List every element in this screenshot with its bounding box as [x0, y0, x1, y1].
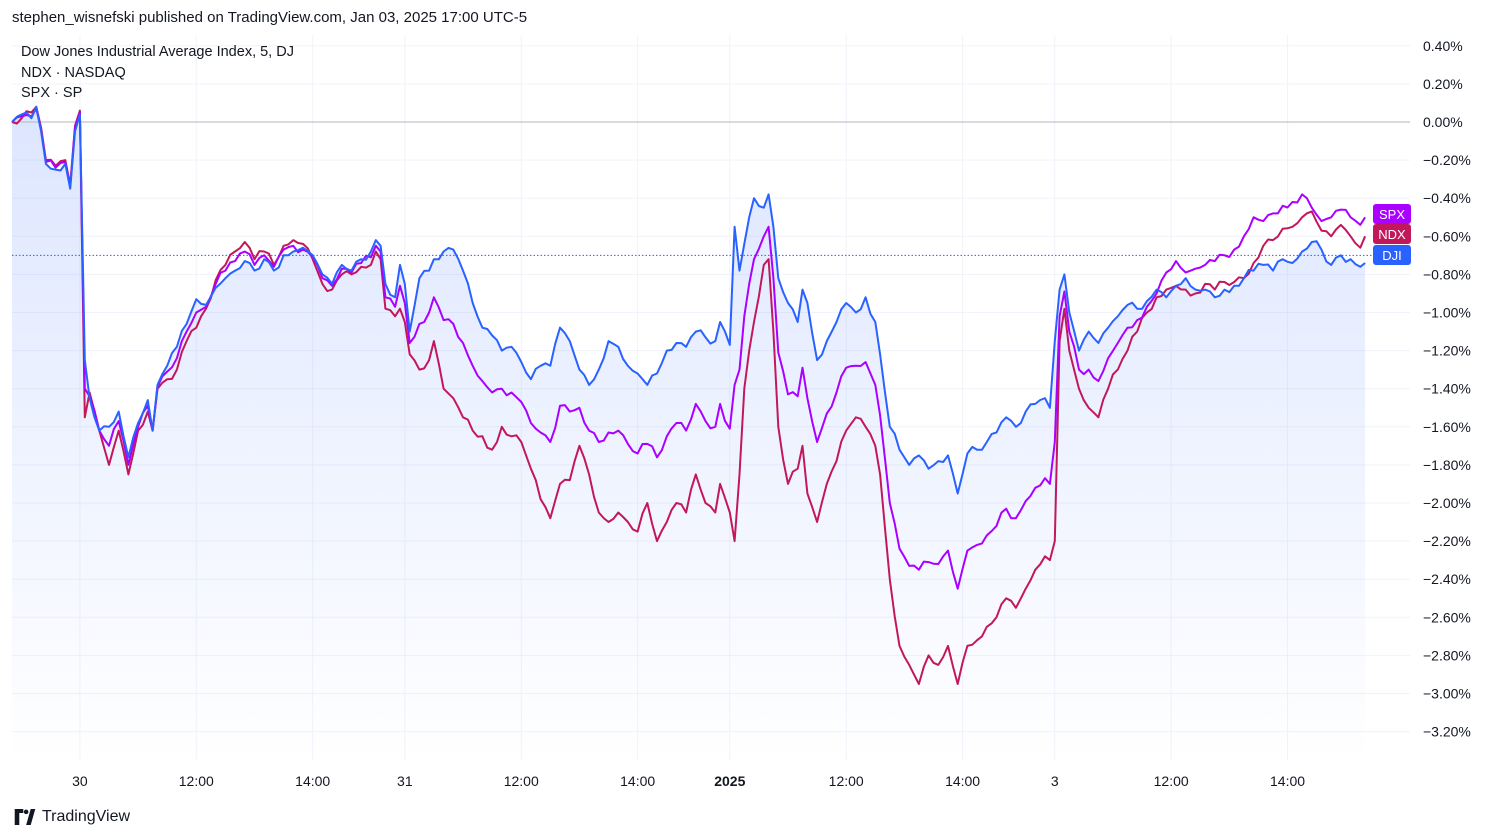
x-tick-label: 12:00: [1154, 773, 1189, 789]
badge-label-dji: DJI: [1382, 248, 1402, 263]
y-tick-label: −2.00%: [1423, 495, 1471, 511]
y-tick-label: −0.40%: [1423, 190, 1471, 206]
x-axis: 30 12:00 14:00 31 12:00 14:00 2025 12:00 14:00 3 1…: [72, 773, 1305, 789]
y-tick-label: −3.20%: [1423, 724, 1471, 740]
x-tick-label: 12:00: [829, 773, 864, 789]
badge-bg-ndx: [1373, 224, 1411, 244]
y-tick-label: −1.60%: [1423, 419, 1471, 435]
legend-item-ndx[interactable]: NDX · NASDAQ: [21, 64, 126, 81]
y-tick-label: −1.00%: [1423, 305, 1471, 321]
x-tick-label: 2025: [714, 773, 745, 789]
y-tick-label: −0.80%: [1423, 266, 1471, 282]
last-value-badges: SPX NDX DJI: [1373, 204, 1411, 265]
badge-label-ndx: NDX: [1378, 227, 1406, 242]
legend-item-dji[interactable]: Dow Jones Industrial Average Index, 5, D…: [21, 44, 294, 60]
badge-label-spx: SPX: [1379, 207, 1405, 222]
brand-name: TradingView: [42, 808, 131, 825]
y-tick-label: −2.20%: [1423, 533, 1471, 549]
y-tick-label: −1.20%: [1423, 343, 1471, 359]
area-fills: [12, 106, 1366, 761]
y-tick-label: −2.60%: [1423, 609, 1471, 625]
x-tick-label: 31: [397, 773, 413, 789]
y-tick-label: −0.20%: [1423, 152, 1471, 168]
badge-bg-dji: [1373, 245, 1411, 265]
series-line-dji: [11, 105, 1366, 495]
chart-legend: Dow Jones Industrial Average Index, 5, D…: [21, 42, 294, 104]
x-tick-label: 14:00: [620, 773, 655, 789]
y-tick-label: 0.40%: [1423, 38, 1463, 54]
badge-bg-spx: [1373, 204, 1411, 224]
x-tick-label: 3: [1051, 773, 1059, 789]
tradingview-brand[interactable]: TradingView: [13, 808, 130, 826]
series-fill-dji: [12, 106, 1366, 761]
legend-item-spx[interactable]: SPX · SP: [21, 85, 83, 101]
series-line-spx: [11, 107, 1366, 590]
series-line-ndx: [11, 105, 1367, 685]
y-tick-label: −3.00%: [1423, 686, 1471, 702]
badge-ndx: NDX: [1373, 224, 1411, 244]
y-tick-label: −1.40%: [1423, 381, 1471, 397]
x-tick-label: 30: [72, 773, 88, 789]
y-tick-label: 0.20%: [1423, 76, 1463, 92]
y-tick-label: 0.00%: [1423, 114, 1463, 130]
x-tick-label: 12:00: [504, 773, 539, 789]
x-tick-label: 14:00: [945, 773, 980, 789]
y-axis: 0.40% 0.20% 0.00% −0.20% −0.40% −0.60% −0.80% −…: [1423, 38, 1471, 740]
series-lines: [11, 105, 1367, 685]
x-tick-label: 14:00: [295, 773, 330, 789]
y-tick-label: −2.80%: [1423, 647, 1471, 663]
y-tick-label: −1.80%: [1423, 457, 1471, 473]
badge-spx: SPX: [1373, 204, 1411, 224]
tradingview-logo-icon: [14, 809, 36, 825]
y-tick-label: −0.60%: [1423, 228, 1471, 244]
x-tick-label: 14:00: [1270, 773, 1305, 789]
publisher-line: stephen_wisnefski published on TradingVi…: [12, 9, 528, 26]
y-tick-label: −2.40%: [1423, 571, 1471, 587]
x-tick-label: 12:00: [179, 773, 214, 789]
badge-dji: DJI: [1373, 245, 1411, 265]
reference-lines: [12, 121, 1410, 256]
